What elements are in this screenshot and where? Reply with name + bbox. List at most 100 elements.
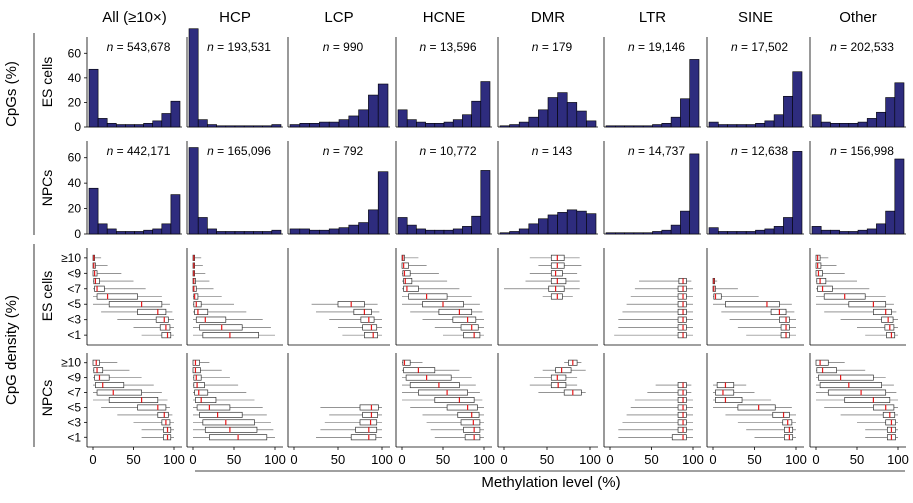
histogram-bar [566, 209, 578, 235]
histogram-bar [434, 229, 445, 235]
box-body [464, 434, 481, 441]
box-body [815, 270, 823, 277]
histogram-bar [243, 125, 254, 128]
box-body [418, 389, 468, 396]
box-body [108, 397, 159, 403]
histogram-bar [586, 120, 597, 128]
box-body [677, 382, 687, 389]
histogram-bar [289, 124, 301, 128]
box-body [194, 389, 209, 396]
histogram-bar [876, 111, 886, 128]
x-tick-label: 0 [290, 452, 297, 467]
box-body [550, 277, 567, 285]
x-tick-label: 50 [644, 452, 658, 467]
box-body [452, 316, 477, 323]
histogram-bar [348, 224, 359, 235]
histogram-bar [773, 226, 784, 235]
box-body [816, 367, 837, 374]
histogram-bar [528, 116, 539, 128]
histogram-bar [866, 118, 877, 128]
box-body [815, 359, 829, 366]
histogram-bar [116, 231, 126, 235]
histogram-bar [755, 229, 766, 235]
box-body [137, 308, 167, 316]
column-title: HCP [219, 9, 251, 26]
hist-y-tick-label: 20 [68, 202, 82, 216]
histogram-bar [170, 100, 181, 128]
histogram-bar [125, 124, 135, 128]
histogram-bar [499, 125, 510, 128]
box-body [677, 419, 687, 426]
histogram-bar [661, 229, 672, 235]
histogram-bar [425, 229, 436, 235]
x-tick-label: 100 [785, 452, 807, 467]
histogram-bar [397, 109, 408, 128]
histogram-bar [368, 209, 379, 235]
x-tick-label: 50 [747, 452, 761, 467]
box-body [193, 382, 205, 389]
histogram-bar [848, 231, 859, 235]
histogram-bar [708, 121, 719, 128]
histogram-bar [764, 228, 775, 235]
histogram-bar [253, 231, 263, 235]
histogram-bar [857, 229, 868, 235]
histogram-bar [188, 147, 199, 235]
histogram-bar [538, 218, 549, 235]
box-body [364, 332, 378, 339]
box-body [108, 301, 163, 308]
x-tick-label: 50 [331, 452, 345, 467]
box-body [770, 308, 787, 316]
histogram-bar [197, 119, 208, 128]
box-body [202, 419, 255, 426]
histogram-bar [434, 123, 445, 128]
histogram-bar [509, 231, 520, 235]
n-count-label: n = 12,638 [731, 144, 788, 158]
box-body [94, 374, 110, 381]
box-body [784, 434, 794, 441]
histogram-bar [299, 228, 310, 235]
box-body [93, 277, 100, 285]
box-body [873, 308, 892, 316]
box-body [402, 359, 411, 366]
histogram-bar [425, 123, 436, 128]
box-body [816, 277, 827, 285]
box-body [677, 332, 687, 339]
histogram-bar [670, 116, 681, 128]
histogram-bar [234, 231, 245, 235]
x-tick-label: 100 [473, 452, 495, 467]
box-body [438, 308, 473, 316]
histogram-bar [633, 232, 644, 235]
chart-marks [88, 28, 905, 441]
box-body [93, 367, 104, 374]
histogram-bar [377, 83, 389, 128]
histogram-bar [783, 217, 794, 235]
n-count-label: n = 990 [323, 40, 364, 54]
box-body [96, 389, 142, 396]
figure-labels: CpGs (%) CpG density (%) ES cells NPCs E… [3, 9, 909, 491]
x-tick-label: 0 [709, 452, 716, 467]
box-body [460, 324, 479, 331]
row-label-box-es: ES cells [39, 271, 55, 322]
box-body [713, 293, 722, 300]
histogram-bar [134, 231, 144, 235]
histogram-bar [462, 226, 472, 235]
n-count-label: n = 14,737 [628, 144, 685, 158]
histogram-bar [309, 229, 320, 235]
histogram-bar [328, 121, 340, 128]
histogram-bar [727, 231, 738, 235]
histogram-bar [528, 223, 539, 235]
box-body [202, 332, 259, 339]
box-body [199, 324, 243, 331]
histogram-bar [885, 210, 896, 235]
hist-y-tick-label: 60 [68, 151, 82, 165]
histogram-bar [161, 223, 172, 235]
histogram-bar [253, 125, 263, 128]
density-tick-label: ≥10 [61, 251, 81, 265]
box-body [350, 434, 377, 441]
box-body [403, 285, 419, 292]
histogram-bar [642, 232, 653, 235]
box-body [715, 397, 743, 403]
histogram-bar [134, 124, 144, 128]
box-body [873, 404, 895, 411]
